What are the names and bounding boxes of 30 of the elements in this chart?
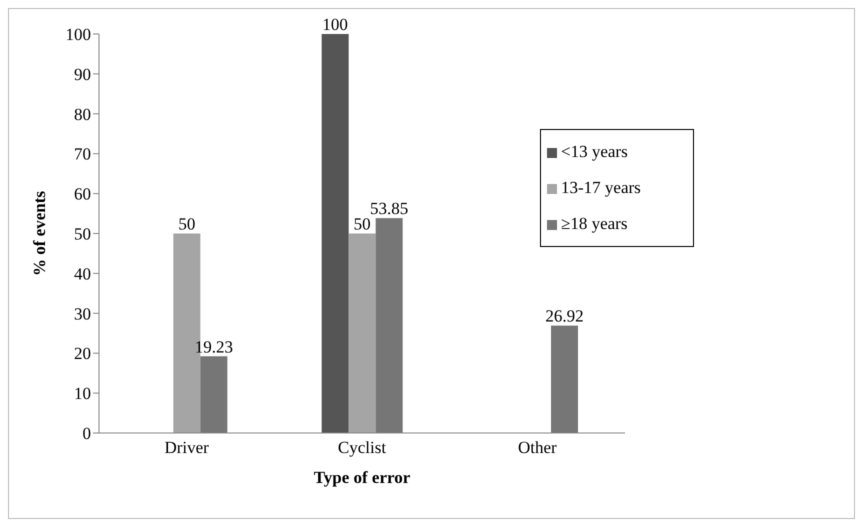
bar [376,218,403,433]
bar [551,326,578,433]
y-tick-label: 30 [74,304,91,324]
y-tick-label: 20 [74,344,91,364]
y-tick-label: 80 [74,104,91,124]
x-tick-label: Cyclist [338,438,386,458]
bar [322,34,349,433]
y-tick-label: 10 [74,384,91,404]
legend-label: <13 years [561,142,628,161]
y-tick-label: 90 [74,64,91,84]
y-tick-label: 70 [74,144,91,164]
data-label: 26.92 [545,306,584,326]
y-tick-label: 50 [74,224,91,244]
bar [348,234,376,433]
data-label: 50 [178,214,196,234]
data-label: 50 [354,214,371,234]
y-tick-label: 60 [74,184,91,204]
bar [200,356,228,433]
data-label: 19.23 [194,337,233,356]
y-tick-label: 100 [66,25,91,44]
x-axis-title: Type of error [314,468,411,487]
data-label: 53.85 [370,199,408,218]
x-tick-label: Other [518,438,558,458]
legend-label: 13-17 years [561,178,641,197]
y-tick-label: 40 [74,264,91,284]
x-tick-label: Driver [164,438,210,458]
legend-label: ≥18 years [561,214,628,233]
data-label: 100 [322,15,348,34]
y-tick-label: 0 [82,424,91,444]
y-axis-title: % of events [30,190,50,276]
